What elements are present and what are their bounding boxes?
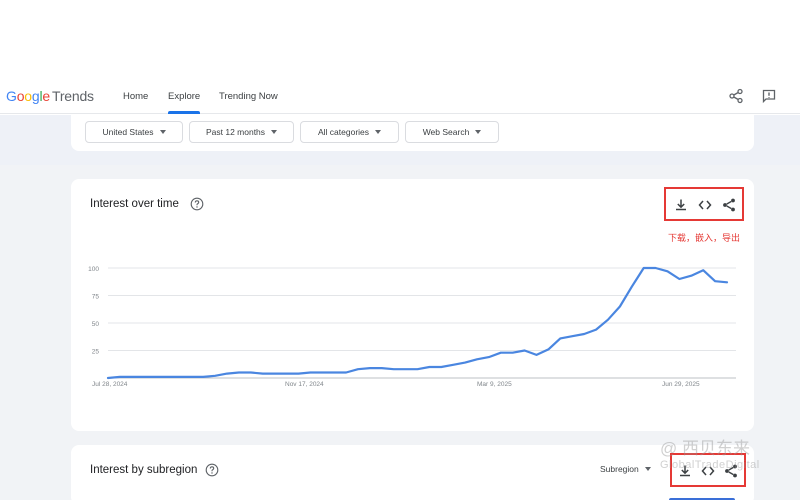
- interest-over-time-chart: 25 50 75 100 Jul 28, 2024 Nov 17, 2024 Mar 9, …: [88, 266, 736, 388]
- logo-letter: e: [42, 88, 50, 104]
- active-tab-indicator: [168, 111, 200, 114]
- logo-letter: g: [31, 88, 40, 104]
- subregion-select[interactable]: Subregion: [594, 458, 657, 480]
- region-bar: [669, 498, 735, 500]
- y-tick-label: 75: [92, 294, 100, 301]
- country-filter[interactable]: United States: [85, 121, 183, 143]
- help-icon[interactable]: [205, 463, 219, 477]
- card-title: Interest by subregion: [90, 464, 198, 476]
- interest-by-subregion-card: Interest by subregion Subregion: [71, 445, 754, 500]
- search-type-filter[interactable]: Web Search: [405, 121, 499, 143]
- search-type-filter-label: Web Search: [422, 127, 470, 137]
- logo-letter: G: [6, 88, 17, 104]
- y-tick-label: 100: [88, 266, 99, 273]
- region-actions-highlight: [670, 453, 746, 487]
- nav-explore[interactable]: Explore: [168, 91, 201, 102]
- time-range-filter[interactable]: Past 12 months: [189, 121, 294, 143]
- x-tick-label: Jul 28, 2024: [92, 381, 128, 388]
- share-icon[interactable]: [723, 463, 739, 479]
- caret-down-icon: [375, 130, 382, 134]
- download-icon[interactable]: [677, 463, 693, 479]
- time-range-filter-label: Past 12 months: [205, 127, 266, 137]
- nav-home[interactable]: Home: [123, 91, 149, 102]
- series-line: [106, 266, 729, 380]
- x-tick-label: Jun 29, 2025: [662, 381, 700, 388]
- caret-down-icon: [271, 130, 278, 134]
- logo-letter: o: [16, 88, 25, 104]
- x-tick-label: Mar 9, 2025: [477, 381, 512, 388]
- feedback-icon[interactable]: [761, 88, 777, 104]
- card-title: Interest over time: [90, 198, 179, 210]
- download-icon[interactable]: [673, 197, 689, 213]
- embed-icon[interactable]: [697, 197, 713, 213]
- y-tick-label: 50: [92, 321, 100, 328]
- watermark: @ 西贝东来 GlobalTradeDigital: [660, 440, 760, 472]
- share-icon[interactable]: [728, 88, 744, 104]
- y-tick-label: 25: [92, 349, 100, 356]
- logo-letter: l: [39, 88, 43, 104]
- filter-bar: United States Past 12 months All categor…: [71, 114, 754, 151]
- category-filter[interactable]: All categories: [300, 121, 399, 143]
- category-filter-label: All categories: [317, 127, 370, 137]
- caret-down-icon: [644, 467, 651, 471]
- google-trends-logo[interactable]: Google Trends: [6, 88, 94, 104]
- annotation-label: 下载，嵌入，导出: [668, 233, 741, 243]
- nav-trending-now[interactable]: Trending Now: [219, 91, 278, 102]
- country-filter-label: United States: [102, 127, 154, 137]
- watermark-line: GlobalTradeDigital: [660, 459, 760, 471]
- logo-letter: o: [24, 88, 32, 104]
- chart-actions-highlight: [664, 187, 744, 221]
- interest-over-time-card: 25 50 75 100 Jul 28, 2024 Nov 17, 2024 Mar 9, …: [71, 179, 754, 431]
- logo-trends: Trends: [52, 88, 94, 104]
- top-navigation-bar: Google Trends Home Explore Trending Now: [0, 80, 800, 114]
- watermark-line: @ 西贝东来: [660, 439, 750, 458]
- x-tick-label: Nov 17, 2024: [285, 381, 324, 388]
- embed-icon[interactable]: [700, 463, 716, 479]
- caret-down-icon: [475, 130, 482, 134]
- help-icon[interactable]: [190, 197, 204, 211]
- caret-down-icon: [159, 130, 166, 134]
- share-icon[interactable]: [721, 197, 737, 213]
- subregion-select-label: Subregion: [600, 464, 639, 474]
